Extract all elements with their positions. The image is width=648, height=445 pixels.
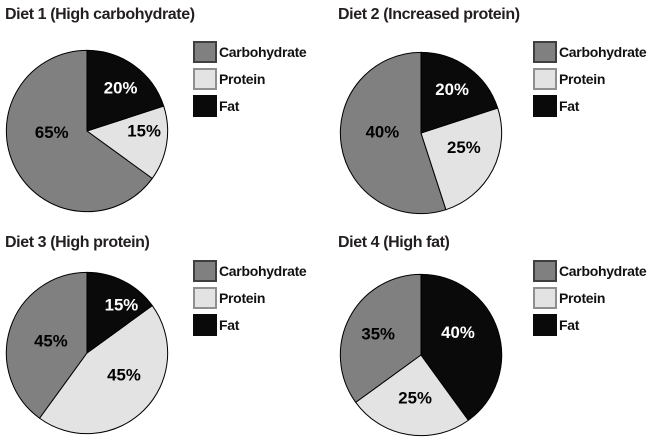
panel-diet-1: Diet 1 (High carbohydrate) 65% 15% 20% Car… xyxy=(0,0,324,222)
legend-diet-1: Carbohydrate Protein Fat xyxy=(193,41,307,117)
pie-chart-diet-2: 40% 25% 20% xyxy=(339,51,503,215)
legend-item-protein: Protein xyxy=(193,68,306,90)
protein-swatch-icon xyxy=(193,287,217,309)
slice-label-carbohydrate: 45% xyxy=(34,332,68,351)
legend-label-carbohydrate: Carbohydrate xyxy=(219,44,307,60)
chart-title-diet-4: Diet 4 (High fat) xyxy=(338,234,450,251)
fat-swatch-icon xyxy=(193,95,217,117)
legend-label-carbohydrate: Carbohydrate xyxy=(559,263,647,279)
panel-diet-2: Diet 2 (Increased protein) 40% 25% 20% Car… xyxy=(324,0,648,222)
pie-slice-fat xyxy=(86,49,165,132)
slice-label-carbohydrate: 35% xyxy=(361,325,395,344)
legend-item-protein: Protein xyxy=(533,68,646,90)
fat-swatch-icon xyxy=(193,314,217,336)
slice-label-fat: 15% xyxy=(105,296,139,315)
legend-diet-3: Carbohydrate Protein Fat xyxy=(193,260,307,336)
panel-diet-4: Diet 4 (High fat) 35% 25% 40% Carbohydrate… xyxy=(324,222,648,445)
pie-slice-fat xyxy=(420,51,499,134)
slice-label-protein: 15% xyxy=(127,122,161,141)
legend-label-fat: Fat xyxy=(559,98,580,114)
pie-slice-protein xyxy=(86,105,169,179)
carbohydrate-swatch-icon xyxy=(533,41,557,63)
slice-label-protein: 45% xyxy=(107,365,141,384)
protein-swatch-icon xyxy=(533,287,557,309)
protein-swatch-icon xyxy=(533,68,557,90)
legend-label-fat: Fat xyxy=(219,98,240,114)
fat-swatch-icon xyxy=(533,314,557,336)
pie-slice-fat xyxy=(86,271,153,354)
legend-label-protein: Protein xyxy=(219,290,266,306)
pie-chart-diet-4: 35% 25% 40% xyxy=(339,273,503,437)
panel-diet-3: Diet 3 (High protein) 45% 45% 15% Carbohyd… xyxy=(0,222,324,445)
legend-item-protein: Protein xyxy=(193,287,306,309)
legend-item-fat: Fat xyxy=(193,314,306,336)
legend-item-carbohydrate: Carbohydrate xyxy=(533,41,647,63)
legend-item-fat: Fat xyxy=(533,95,646,117)
legend-item-carbohydrate: Carbohydrate xyxy=(193,41,307,63)
pie-chart-diet-3: 45% 45% 15% xyxy=(5,271,169,435)
pie-slice-protein xyxy=(355,354,469,437)
legend-diet-2: Carbohydrate Protein Fat xyxy=(533,41,647,117)
carbohydrate-swatch-icon xyxy=(193,260,217,282)
carbohydrate-swatch-icon xyxy=(533,260,557,282)
legend-label-protein: Protein xyxy=(559,290,606,306)
legend-item-carbohydrate: Carbohydrate xyxy=(533,260,647,282)
legend-label-carbohydrate: Carbohydrate xyxy=(219,263,307,279)
slice-label-carbohydrate: 65% xyxy=(35,123,69,142)
legend-label-carbohydrate: Carbohydrate xyxy=(559,44,647,60)
chart-title-diet-2: Diet 2 (Increased protein) xyxy=(338,6,520,23)
slice-label-carbohydrate: 40% xyxy=(366,123,400,142)
legend-label-protein: Protein xyxy=(559,71,606,87)
slice-label-protein: 25% xyxy=(398,388,432,407)
carbohydrate-swatch-icon xyxy=(193,41,217,63)
chart-title-diet-3: Diet 3 (High protein) xyxy=(5,234,150,251)
protein-swatch-icon xyxy=(193,68,217,90)
slice-label-fat: 20% xyxy=(104,79,138,98)
pie-slice-carbohydrate xyxy=(339,51,447,215)
legend-label-protein: Protein xyxy=(219,71,266,87)
legend-label-fat: Fat xyxy=(219,317,240,333)
slice-label-fat: 20% xyxy=(435,80,469,99)
slice-label-fat: 40% xyxy=(441,323,475,342)
fat-swatch-icon xyxy=(533,95,557,117)
pie-chart-diet-1: 65% 15% 20% xyxy=(5,49,169,213)
legend-item-fat: Fat xyxy=(193,95,306,117)
legend-item-fat: Fat xyxy=(533,314,646,336)
pie-slice-protein xyxy=(420,107,503,211)
pie-slice-carbohydrate xyxy=(5,49,153,213)
legend-label-fat: Fat xyxy=(559,317,580,333)
chart-title-diet-1: Diet 1 (High carbohydrate) xyxy=(5,6,195,23)
slice-label-protein: 25% xyxy=(447,138,481,157)
pie-slice-carbohydrate xyxy=(339,273,422,403)
pie-slice-carbohydrate xyxy=(5,271,88,419)
legend-item-carbohydrate: Carbohydrate xyxy=(193,260,307,282)
legend-diet-4: Carbohydrate Protein Fat xyxy=(533,260,647,336)
pie-slice-protein xyxy=(39,305,169,435)
legend-item-protein: Protein xyxy=(533,287,646,309)
pie-slice-fat xyxy=(420,273,503,421)
